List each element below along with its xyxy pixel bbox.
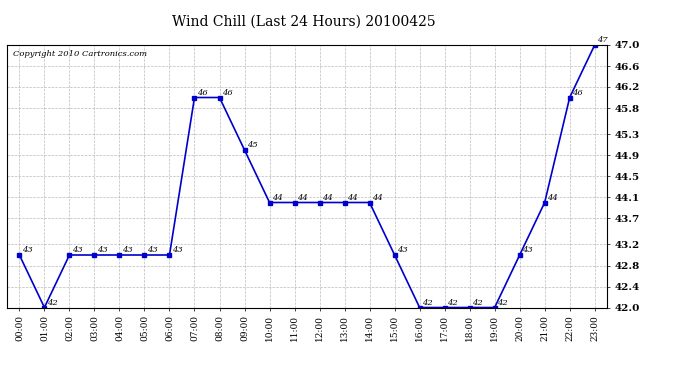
- Text: 43: 43: [172, 246, 183, 254]
- Text: 47: 47: [598, 36, 608, 44]
- Text: 44: 44: [547, 194, 558, 202]
- Text: 42: 42: [473, 299, 483, 307]
- Text: 43: 43: [522, 246, 533, 254]
- Text: 43: 43: [397, 246, 408, 254]
- Text: 42: 42: [422, 299, 433, 307]
- Text: 43: 43: [72, 246, 83, 254]
- Text: Copyright 2010 Cartronics.com: Copyright 2010 Cartronics.com: [13, 50, 147, 58]
- Text: 44: 44: [373, 194, 383, 202]
- Text: 44: 44: [273, 194, 283, 202]
- Text: 43: 43: [97, 246, 108, 254]
- Text: 46: 46: [222, 89, 233, 97]
- Text: 43: 43: [147, 246, 158, 254]
- Text: 42: 42: [47, 299, 58, 307]
- Text: 42: 42: [497, 299, 508, 307]
- Text: 44: 44: [297, 194, 308, 202]
- Text: 46: 46: [197, 89, 208, 97]
- Text: 44: 44: [347, 194, 358, 202]
- Text: 46: 46: [573, 89, 583, 97]
- Text: 43: 43: [22, 246, 33, 254]
- Text: 45: 45: [247, 141, 258, 149]
- Text: 43: 43: [122, 246, 133, 254]
- Text: Wind Chill (Last 24 Hours) 20100425: Wind Chill (Last 24 Hours) 20100425: [172, 15, 435, 29]
- Text: 42: 42: [447, 299, 458, 307]
- Text: 44: 44: [322, 194, 333, 202]
